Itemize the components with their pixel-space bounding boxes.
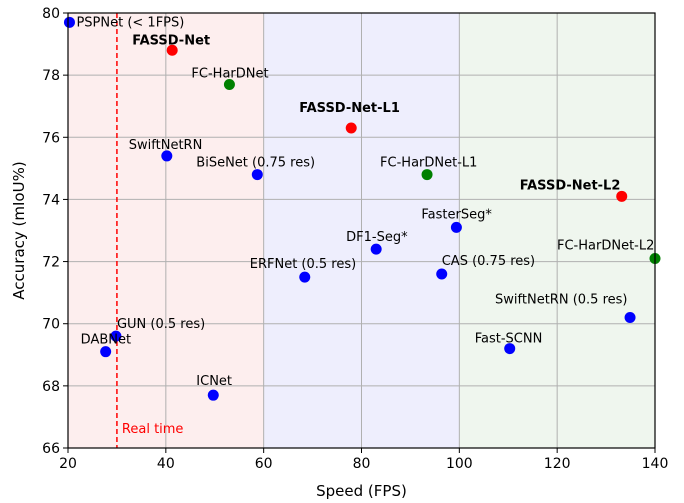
- point-label-erfnet-0-5-res: ERFNet (0.5 res): [250, 257, 356, 272]
- point-label-bisenet-0-75-res: BiSeNet (0.75 res): [196, 156, 315, 171]
- real-time-label: Real time: [122, 422, 184, 437]
- point-fasterseg: [450, 221, 462, 233]
- x-tick-label-120: 120: [544, 456, 571, 472]
- y-tick-label-72: 72: [42, 255, 60, 271]
- point-gun-0-5-res: [110, 330, 122, 342]
- point-fc-hardnet: [223, 78, 235, 90]
- point-labels: PSPNet (< 1FPS) FASSD-Net FC-HarDNet FASSD-…: [76, 15, 654, 389]
- point-label-fasterseg: FasterSeg*: [421, 207, 492, 222]
- point-fc-hardnet-l1: [421, 169, 433, 181]
- point-erfnet-0-5-res: [299, 271, 311, 283]
- point-label-fassd-net-l2: FASSD-Net-L2: [520, 178, 621, 193]
- y-tick-label-80: 80: [42, 6, 60, 22]
- point-label-swiftnetrn: SwiftNetRN: [129, 138, 203, 153]
- point-label-cas-0-75-res: CAS (0.75 res): [442, 254, 535, 269]
- point-bisenet-0-75-res: [251, 169, 263, 181]
- point-cas-0-75-res: [436, 268, 448, 280]
- x-tick-label-60: 60: [255, 456, 273, 472]
- point-label-fc-hardnet: FC-HarDNet: [191, 66, 268, 81]
- point-swiftnetrn: [161, 150, 173, 162]
- y-tick-label-70: 70: [42, 317, 60, 333]
- point-label-dabnet: DABNet: [81, 333, 131, 348]
- y-axis-ticks: 66 68 70 72 74 76 78 80: [42, 6, 68, 457]
- y-tick-label-74: 74: [42, 192, 60, 208]
- y-tick-label-66: 66: [42, 441, 60, 457]
- x-tick-label-80: 80: [353, 456, 371, 472]
- x-axis-title: Speed (FPS): [316, 482, 407, 500]
- y-tick-label-68: 68: [42, 379, 60, 395]
- x-tick-label-100: 100: [446, 456, 473, 472]
- x-tick-label-140: 140: [642, 456, 669, 472]
- y-tick-label-76: 76: [42, 130, 60, 146]
- point-label-fc-hardnet-l2: FC-HarDNet-L2: [557, 238, 654, 253]
- point-label-fc-hardnet-l1: FC-HarDNet-L1: [380, 156, 477, 171]
- point-label-df1-seg: DF1-Seg*: [346, 230, 408, 245]
- point-swiftnetrn-0-5-res: [624, 312, 636, 323]
- point-label-fassd-net-l1: FASSD-Net-L1: [299, 101, 400, 116]
- point-label-swiftnetrn-0-5-res: SwiftNetRN (0.5 res): [495, 293, 627, 308]
- x-tick-label-40: 40: [157, 456, 175, 472]
- real-time-line-group: Real time: [116, 13, 184, 448]
- point-fast-scnn: [504, 343, 516, 355]
- point-df1-seg: [370, 243, 382, 255]
- y-tick-label-78: 78: [42, 68, 60, 84]
- data-points: [63, 16, 661, 401]
- point-label-gun-0-5-res: GUN (0.5 res): [117, 317, 205, 332]
- point-fassd-net: [166, 44, 178, 56]
- point-label-icnet: ICNet: [196, 374, 232, 389]
- point-label-pspnet-1fps: PSPNet (< 1FPS): [76, 15, 184, 30]
- point-dabnet: [100, 346, 112, 358]
- point-icnet: [207, 389, 219, 401]
- point-label-fassd-net: FASSD-Net: [132, 33, 210, 48]
- y-axis-title: Accuracy (mIoU%): [10, 161, 28, 299]
- point-label-fast-scnn: Fast-SCNN: [475, 332, 543, 347]
- x-axis-ticks: 20 40 60 80 100 120 140: [59, 448, 668, 472]
- x-tick-label-20: 20: [59, 456, 77, 472]
- point-fassd-net-l2: [616, 190, 628, 202]
- point-fassd-net-l1: [345, 122, 357, 134]
- point-pspnet-1fps: [63, 16, 75, 28]
